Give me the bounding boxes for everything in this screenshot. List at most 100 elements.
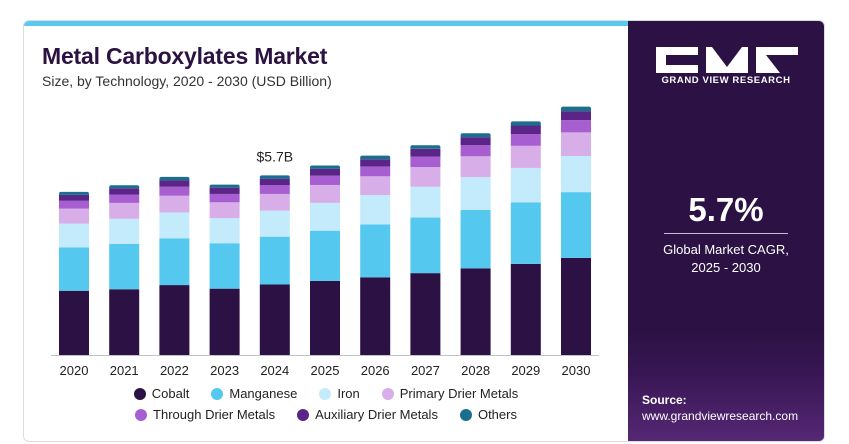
bar-segment-cobalt: [209, 288, 240, 355]
bar-segment-others: [209, 184, 240, 188]
cagr-label-line-1: Global Market CAGR,: [663, 242, 789, 257]
legend-item-iron: Iron: [319, 386, 360, 401]
x-tick-label: 2030: [562, 363, 591, 378]
x-tick-label: 2026: [361, 363, 390, 378]
cagr-value: 5.7%: [688, 191, 764, 228]
bar-segment-others: [510, 121, 541, 126]
bar-segment-auxiliary-drier-metals: [510, 125, 541, 135]
bar-segment-primary-drier-metals: [209, 202, 240, 219]
bar-segment-through-drier-metals: [410, 156, 441, 168]
bar-segment-manganese: [410, 217, 441, 274]
bar-segment-auxiliary-drier-metals: [360, 159, 391, 167]
grand-view-research-logo: [656, 47, 798, 73]
bar-segment-others: [561, 106, 591, 112]
bar-segment-primary-drier-metals: [410, 167, 441, 187]
legend-item-auxiliary-drier-metals: Auxiliary Drier Metals: [297, 407, 438, 422]
bar-segment-auxiliary-drier-metals: [259, 178, 290, 186]
bar-segment-manganese: [159, 238, 190, 286]
bar-segment-through-drier-metals: [310, 175, 340, 185]
x-tick-label: 2027: [411, 363, 440, 378]
legend-label: Others: [477, 407, 517, 422]
chart-title: Metal Carboxylates Market: [42, 43, 328, 69]
bar-segment-auxiliary-drier-metals: [209, 187, 240, 194]
legend-row-1: Cobalt Manganese Iron Primary Drier Meta…: [24, 386, 628, 401]
bar-segment-cobalt: [561, 257, 591, 355]
legend-item-manganese: Manganese: [211, 386, 297, 401]
legend-swatch-primary-drier-metals: [381, 387, 394, 400]
x-tick-label: 2022: [160, 363, 189, 378]
bar-segment-cobalt: [510, 263, 541, 355]
legend-swatch-auxiliary-drier-metals: [297, 408, 310, 421]
bar-segment-through-drier-metals: [59, 200, 89, 209]
bar-segment-others: [410, 145, 441, 149]
bar-segment-iron: [360, 195, 391, 225]
bar-segment-primary-drier-metals: [310, 184, 340, 203]
cagr-label-line-2: 2025 - 2030: [691, 260, 761, 275]
bar-segment-iron: [159, 212, 190, 239]
panel-background-glow: [628, 331, 824, 441]
x-tick-label: 2020: [60, 363, 89, 378]
bar-segment-primary-drier-metals: [259, 193, 290, 211]
legend-swatch-cobalt: [133, 387, 146, 400]
bar-segment-cobalt: [259, 284, 290, 355]
bar-segment-iron: [460, 177, 491, 210]
x-tick-label: 2029: [511, 363, 540, 378]
legend-label: Auxiliary Drier Metals: [315, 407, 438, 422]
bar-segment-manganese: [360, 224, 391, 278]
bar-segment-iron: [259, 210, 290, 237]
bar-segment-manganese: [510, 202, 541, 264]
brand-name: GRAND VIEW RESEARCH: [661, 75, 791, 86]
bar-segment-auxiliary-drier-metals: [59, 194, 89, 201]
chart-subtitle: Size, by Technology, 2020 - 2030 (USD Bi…: [42, 73, 332, 89]
x-tick-label: 2024: [260, 363, 289, 378]
bar-segment-through-drier-metals: [259, 185, 290, 194]
legend-item-cobalt: Cobalt: [133, 386, 190, 401]
bar-segment-iron: [410, 186, 441, 218]
bar-segment-others: [159, 176, 190, 181]
legend-item-through-drier-metals: Through Drier Metals: [135, 407, 275, 422]
bar-segment-others: [460, 133, 491, 138]
bar-segment-auxiliary-drier-metals: [310, 168, 340, 176]
legend-label: Cobalt: [151, 386, 190, 401]
legend-swatch-manganese: [211, 387, 224, 400]
bar-segment-through-drier-metals: [510, 134, 541, 146]
bar-segment-cobalt: [460, 268, 491, 355]
bar-segment-primary-drier-metals: [561, 132, 591, 156]
bar-segment-others: [109, 185, 140, 189]
bar-segment-primary-drier-metals: [510, 145, 541, 168]
legend-swatch-others: [459, 408, 472, 421]
bar-segment-others: [310, 165, 340, 169]
bar-segment-through-drier-metals: [159, 186, 190, 196]
bar-segment-manganese: [259, 236, 290, 285]
bar-segment-auxiliary-drier-metals: [109, 188, 140, 195]
bar-segment-primary-drier-metals: [109, 202, 140, 219]
bar-segment-manganese: [109, 243, 140, 290]
legend-swatch-through-drier-metals: [135, 408, 148, 421]
bar-segment-manganese: [209, 243, 240, 289]
bar-segment-cobalt: [310, 280, 340, 355]
bar-segment-cobalt: [159, 285, 190, 355]
bar-segment-primary-drier-metals: [460, 156, 491, 178]
bar-segment-through-drier-metals: [209, 193, 240, 203]
bar-segment-iron: [109, 218, 140, 244]
legend-label: Primary Drier Metals: [399, 386, 519, 401]
bar-segment-iron: [209, 218, 240, 244]
chart-card: Metal Carboxylates Market Size, by Techn…: [23, 20, 825, 442]
bar-segment-others: [59, 191, 89, 195]
bar-segment-auxiliary-drier-metals: [561, 111, 591, 121]
cagr-divider: [664, 233, 788, 234]
legend-label: Through Drier Metals: [153, 407, 276, 422]
bar-segment-auxiliary-drier-metals: [159, 180, 190, 187]
legend-item-others: Others: [459, 407, 517, 422]
bar-segment-manganese: [310, 230, 340, 281]
bar-segment-iron: [561, 155, 591, 193]
bar-segment-cobalt: [360, 277, 391, 355]
x-tick-label: 2023: [210, 363, 239, 378]
bar-segment-iron: [310, 202, 340, 231]
legend-label: Manganese: [229, 386, 298, 401]
legend-swatch-iron: [319, 387, 332, 400]
x-tick-label: 2025: [311, 363, 340, 378]
x-tick-label: 2021: [110, 363, 139, 378]
legend-row-2: Through Drier Metals Auxiliary Drier Met…: [24, 407, 628, 422]
bar-segment-cobalt: [410, 273, 441, 355]
